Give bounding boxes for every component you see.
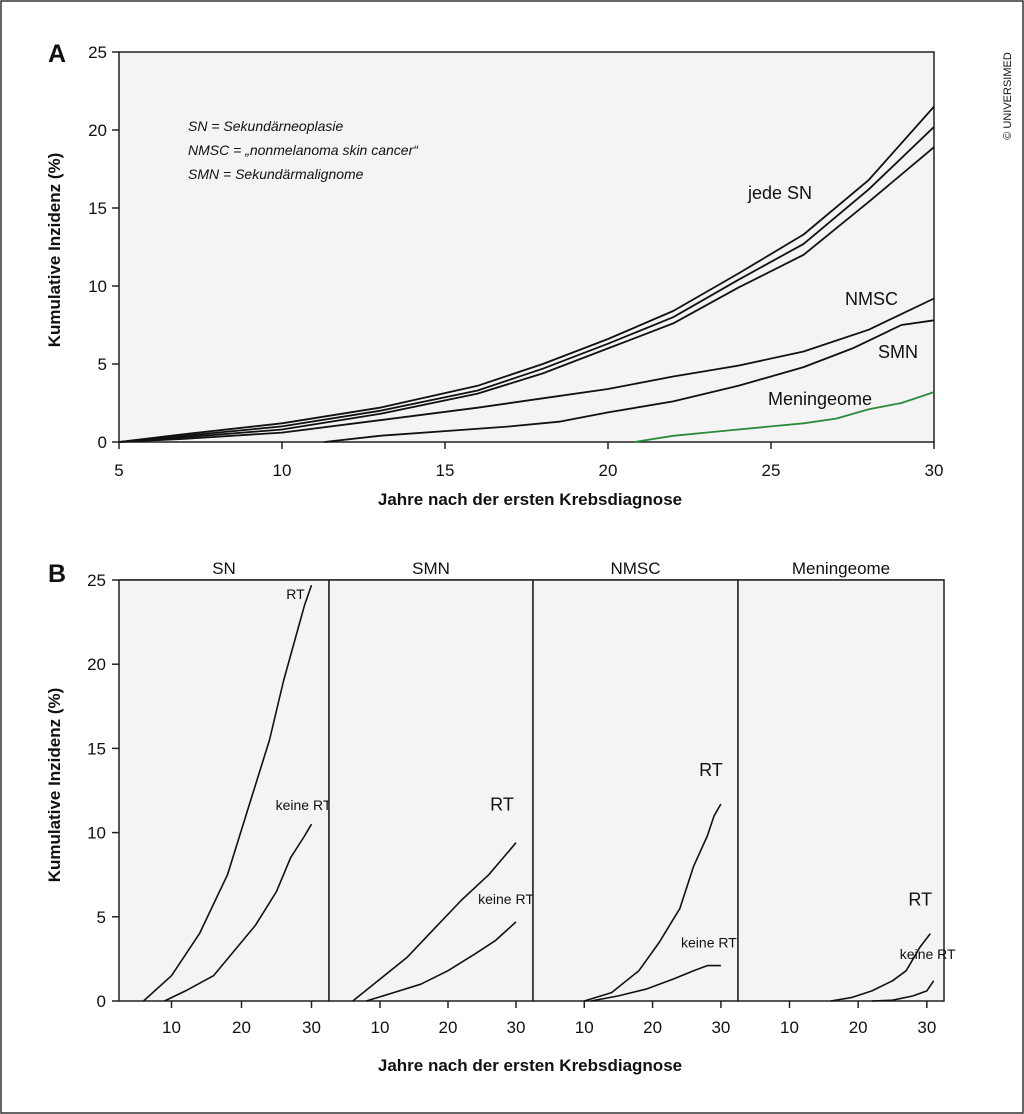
facet-3-xtick-label-0: 10 (780, 1018, 799, 1037)
panel-a-ytick-label-2: 10 (88, 277, 107, 296)
legend-note-sn: SN = Sekundärneoplasie (188, 118, 343, 134)
facet-1-series-label-0: RT (490, 795, 514, 815)
facet-2-series-line-1 (590, 964, 721, 1002)
legend-note-smn: SMN = Sekundärmalignome (188, 166, 364, 182)
panel-a-ytick-label-1: 5 (98, 355, 107, 374)
panel-b-ytick-label-2: 10 (87, 824, 106, 843)
facet-1-xtick-label-0: 10 (371, 1018, 390, 1037)
facet-3-xtick-label-1: 20 (849, 1018, 868, 1037)
facet-3-series-label-0: RT (908, 890, 932, 910)
facet-1-series-line-1 (366, 921, 517, 1002)
facet-3-series-label-1: keine RT (900, 946, 956, 962)
label-smn: SMN (878, 342, 918, 362)
panel-a-ytick-label-0: 0 (98, 433, 107, 452)
facet-1-series-label-1: keine RT (478, 891, 534, 907)
panel-a-series-line-4 (324, 319, 935, 443)
panel-a-series-line-0 (118, 106, 935, 443)
panel-a-series-line-2 (118, 146, 935, 443)
facet-2-xtick-label-1: 20 (643, 1018, 662, 1037)
panel-b-ytick-label-5: 25 (87, 571, 106, 590)
panel-a-plot-area (118, 51, 935, 443)
facet-2-series-label-1: keine RT (681, 935, 737, 951)
facet-0-xtick-label-0: 10 (162, 1018, 181, 1037)
facet-0-series-line-0 (142, 584, 313, 1002)
facet-1-series-line-0 (352, 842, 517, 1002)
panel-a-xtick-label-3: 20 (599, 461, 618, 480)
facet-plot-area-3 (737, 579, 945, 1002)
panel-b-x-axis-title: Jahre nach der ersten Krebsdiagnose (378, 1056, 682, 1075)
panel-a-series (118, 106, 935, 443)
facet-title-1: SMN (412, 559, 450, 578)
panel-a-series-line-5 (633, 391, 935, 443)
panel-b-y-axis: 0 5 10 15 20 25 (87, 571, 119, 1011)
facet-plot-area-2 (532, 579, 739, 1002)
facet-plot-area-0 (118, 579, 330, 1002)
legend-note-nmsc: NMSC = „nonmelanoma skin cancer“ (188, 142, 419, 158)
facet-title-2: NMSC (610, 559, 660, 578)
facet-0-series-label-0: RT (286, 586, 305, 602)
panel-a-xtick-label-5: 30 (925, 461, 944, 480)
facet-2-series-line-0 (584, 803, 722, 1002)
panel-b-ytick-label-4: 20 (87, 655, 106, 674)
label-jede-sn: jede SN (747, 183, 812, 203)
facet-3-series-line-1 (871, 980, 935, 1002)
facet-0-series-line-1 (164, 823, 313, 1002)
panel-b-ytick-label-3: 15 (87, 739, 106, 758)
panel-a-ytick-label-3: 15 (88, 199, 107, 218)
facet-title-3: Meningeome (792, 559, 890, 578)
panel-a-x-axis: 5 10 15 20 25 30 (114, 442, 943, 480)
panel-b-letter: B (48, 560, 66, 588)
facet-0-series-label-1: keine RT (276, 797, 332, 813)
panel-b-ytick-label-0: 0 (97, 992, 106, 1011)
panel-a-letter: A (48, 40, 66, 68)
facet-3-xtick-label-2: 30 (917, 1018, 936, 1037)
label-nmsc: NMSC (845, 289, 898, 309)
facet-2-series-label-0: RT (699, 760, 723, 780)
panel-a-xtick-label-2: 15 (436, 461, 455, 480)
panel-a-series-line-1 (118, 126, 935, 443)
facet-3-series-line-0 (830, 933, 931, 1002)
panel-a-ytick-label-4: 20 (88, 121, 107, 140)
panel-b: B SN 10 20 30 RT keine RT SMN 10 20 30 RT keine RT N… (45, 559, 956, 1075)
panel-b-ytick-label-1: 5 (97, 908, 106, 927)
panel-a-xtick-label-0: 5 (114, 461, 123, 480)
panel-a-y-axis: 0 5 10 15 20 25 (88, 43, 119, 452)
facet-1-xtick-label-2: 30 (507, 1018, 526, 1037)
panel-a-series-line-3 (118, 297, 935, 443)
facet-title-0: SN (212, 559, 236, 578)
panel-a-x-axis-title: Jahre nach der ersten Krebsdiagnose (378, 490, 682, 509)
facet-2-xtick-label-2: 30 (711, 1018, 730, 1037)
panel-b-y-axis-title: Kumulative Inzidenz (%) (45, 688, 64, 883)
facet-1-xtick-label-1: 20 (439, 1018, 458, 1037)
facet-2-xtick-label-0: 10 (575, 1018, 594, 1037)
facet-plot-area-1 (328, 579, 534, 1002)
facet-0-xtick-label-2: 30 (302, 1018, 321, 1037)
panel-a-y-axis-title: Kumulative Inzidenz (%) (45, 153, 64, 348)
panel-b-facets: SN 10 20 30 RT keine RT SMN 10 20 30 RT keine RT NMS… (118, 559, 956, 1037)
label-meningeome: Meningeome (768, 389, 872, 409)
panel-a-xtick-label-4: 25 (762, 461, 781, 480)
facet-0-xtick-label-1: 20 (232, 1018, 251, 1037)
panel-a-xtick-label-1: 10 (273, 461, 292, 480)
panel-a-ytick-label-5: 25 (88, 43, 107, 62)
credit-text: © UNIVERSIMED (1002, 52, 1014, 140)
